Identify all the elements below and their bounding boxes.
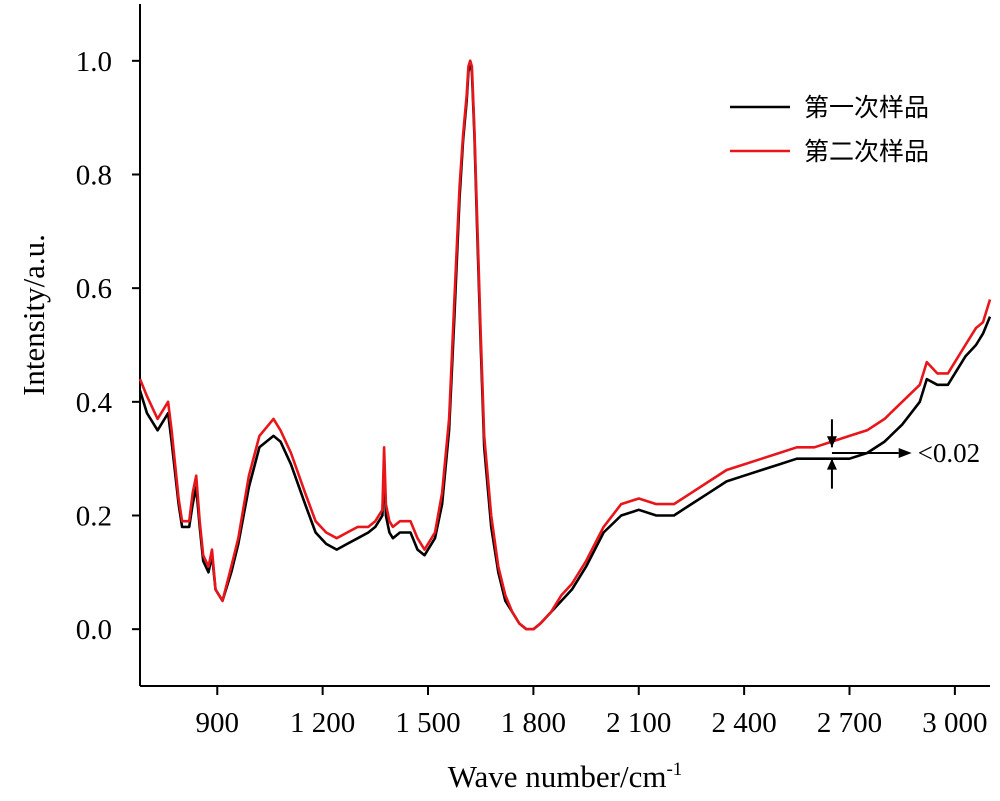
- x-tick-label: 3 000: [922, 707, 987, 739]
- annotation: <0.02: [826, 419, 980, 489]
- x-axis-title: Wave number/cm-1: [448, 759, 683, 794]
- x-ticks: 900 1 200 1 500 1 800 2 100 2 400 2 700 3 000: [196, 686, 988, 739]
- x-tick-label: 1 200: [290, 707, 355, 739]
- x-tick-label: 1 500: [395, 707, 460, 739]
- x-tick-label: 1 800: [501, 707, 566, 739]
- annotation-arrowhead-top: [826, 436, 837, 448]
- y-tick-label: 0.8: [76, 160, 112, 192]
- y-tick-label: 0.4: [76, 387, 113, 419]
- y-ticks: 0.0 0.2 0.4 0.6 0.8 1.0: [76, 46, 140, 646]
- annotation-arrowhead-right: [898, 447, 912, 458]
- y-tick-label: 1.0: [76, 46, 112, 78]
- legend-label: 第二次样品: [804, 137, 929, 166]
- legend-label: 第一次样品: [804, 93, 929, 122]
- plot-frame: [139, 4, 990, 687]
- x-axis-title-superscript: -1: [666, 759, 682, 780]
- series-line: [138, 59, 992, 631]
- series-layer: [138, 59, 992, 631]
- y-axis-title: Intensity/a.u.: [16, 234, 51, 396]
- x-tick-label: 2 400: [712, 707, 777, 739]
- y-tick-label: 0.0: [76, 614, 112, 646]
- x-tick-label: 900: [196, 707, 240, 739]
- x-tick-label: 2 100: [606, 707, 671, 739]
- annotation-arrowhead-bottom: [826, 458, 837, 470]
- x-axis-title-main: Wave number/cm: [448, 759, 667, 794]
- annotation-label: <0.02: [918, 438, 980, 468]
- y-tick-label: 0.2: [76, 501, 112, 533]
- x-tick-label: 2 700: [817, 707, 882, 739]
- y-tick-label: 0.6: [76, 273, 112, 305]
